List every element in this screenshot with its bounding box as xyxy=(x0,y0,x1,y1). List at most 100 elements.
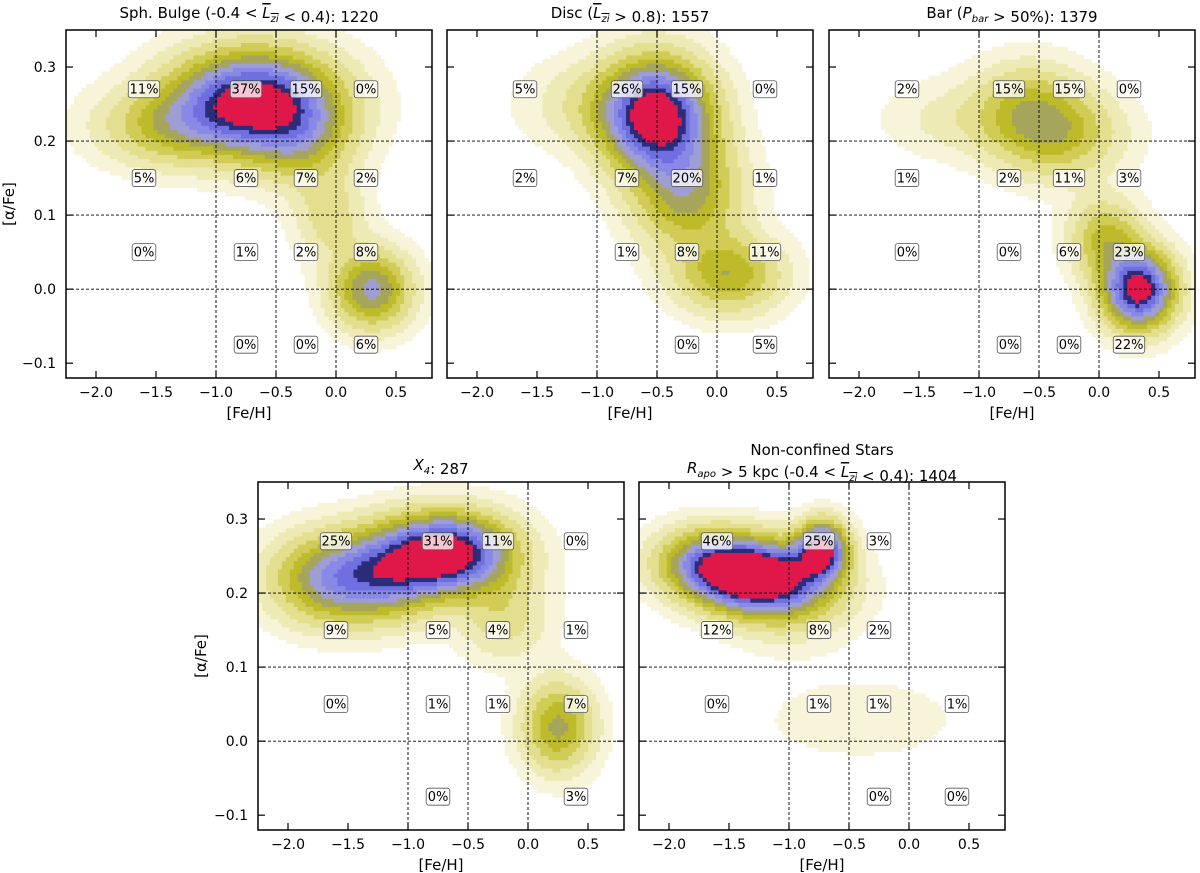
density-cell xyxy=(404,307,409,313)
density-cell xyxy=(85,141,91,147)
density-cell xyxy=(292,228,298,234)
density-cell xyxy=(356,129,361,135)
density-cell xyxy=(229,175,234,180)
density-cell xyxy=(225,34,230,39)
density-cell xyxy=(360,158,365,164)
density-cell xyxy=(550,54,556,60)
density-cell xyxy=(582,117,587,122)
density-cell xyxy=(348,34,354,39)
density-cell xyxy=(217,46,222,52)
density-cell xyxy=(578,125,583,131)
density-cell xyxy=(264,175,270,180)
density-cell xyxy=(225,137,230,143)
density-cell xyxy=(396,104,401,110)
density-cell xyxy=(324,228,330,234)
density-cell xyxy=(316,154,322,160)
density-cell xyxy=(384,146,389,151)
density-cell xyxy=(133,63,139,68)
density-cell xyxy=(312,291,318,296)
density-cell xyxy=(256,170,262,176)
density-cell xyxy=(288,71,294,77)
density-cell xyxy=(308,63,314,68)
density-cell xyxy=(181,88,186,93)
density-cell xyxy=(372,158,377,164)
density-cell xyxy=(392,324,397,329)
density-cell xyxy=(558,137,563,143)
density-cell xyxy=(388,117,393,122)
density-cell xyxy=(260,96,266,102)
density-cell xyxy=(336,274,342,280)
density-cell xyxy=(141,59,147,64)
density-cell xyxy=(384,100,389,106)
density-cell xyxy=(340,336,346,342)
density-cell xyxy=(221,137,226,143)
density-cell xyxy=(213,59,218,64)
density-cell xyxy=(614,129,619,135)
density-cell xyxy=(570,96,575,102)
density-cell xyxy=(316,291,322,296)
density-cell xyxy=(197,133,202,139)
density-cell xyxy=(284,59,290,64)
density-cell xyxy=(328,162,334,168)
density-cell xyxy=(400,307,405,313)
density-cell xyxy=(69,129,75,135)
density-cell xyxy=(376,146,381,151)
density-cell xyxy=(320,79,326,85)
density-cell xyxy=(292,121,298,126)
density-cell xyxy=(237,166,242,172)
density-cell xyxy=(388,286,393,292)
density-cell xyxy=(280,162,286,168)
density-cell xyxy=(177,67,182,73)
density-cell xyxy=(288,199,294,205)
density-cell xyxy=(396,303,401,309)
density-cell xyxy=(376,67,381,73)
density-cell xyxy=(256,150,262,155)
density-cell xyxy=(312,129,318,135)
density-cell xyxy=(209,71,214,77)
density-cell xyxy=(610,50,615,56)
density-cell xyxy=(364,158,369,164)
density-cell xyxy=(225,170,230,176)
density-cell xyxy=(396,112,401,118)
density-cell xyxy=(169,150,175,155)
density-cell xyxy=(153,100,159,106)
density-cell xyxy=(328,104,334,110)
density-cell xyxy=(193,38,198,44)
density-cell xyxy=(312,237,318,242)
density-cell xyxy=(304,71,310,77)
density-cell xyxy=(185,50,190,56)
density-cell xyxy=(340,332,346,338)
density-cell xyxy=(408,324,413,329)
density-cell xyxy=(260,50,266,56)
density-cell xyxy=(284,146,290,151)
density-cell xyxy=(550,112,556,118)
density-cell xyxy=(157,150,163,155)
density-cell xyxy=(272,183,278,189)
density-cell xyxy=(185,59,190,64)
density-cell xyxy=(237,30,242,35)
density-cell xyxy=(416,278,421,284)
density-cell xyxy=(348,121,354,126)
density-cell xyxy=(312,54,318,60)
density-cell xyxy=(189,129,194,135)
density-cell xyxy=(598,154,603,160)
density-cell xyxy=(562,117,567,122)
density-cell xyxy=(344,224,350,230)
density-cell xyxy=(133,75,139,81)
density-cell xyxy=(420,282,425,288)
density-cell xyxy=(336,328,342,334)
density-cell xyxy=(272,166,278,172)
density-cell xyxy=(578,96,583,102)
density-cell xyxy=(268,30,274,35)
density-cell xyxy=(141,108,147,114)
density-cell xyxy=(109,108,115,114)
density-cell xyxy=(304,282,310,288)
density-cell xyxy=(141,158,147,164)
density-cell xyxy=(340,162,346,168)
density-cell xyxy=(260,34,266,39)
density-cell xyxy=(388,228,393,234)
density-cell xyxy=(197,154,202,160)
density-cell xyxy=(372,146,377,151)
density-cell xyxy=(404,332,409,338)
density-cell xyxy=(324,216,330,222)
